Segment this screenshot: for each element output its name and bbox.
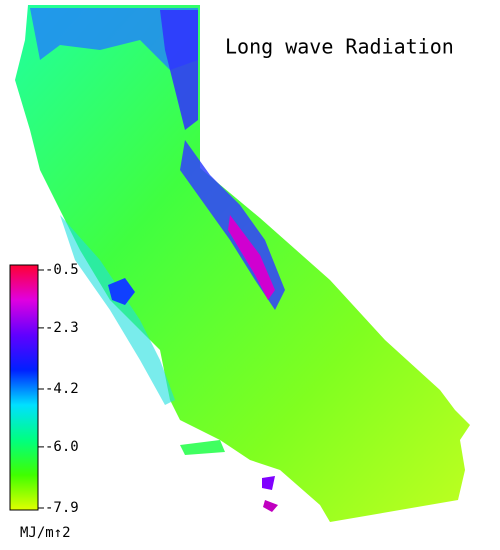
colorbar-tick-label: -7.9 xyxy=(45,500,79,516)
colorbar-tick-label: -6.0 xyxy=(45,439,79,455)
north-highland xyxy=(160,10,198,130)
california-land xyxy=(15,5,470,522)
colorbar-tick-label: -2.3 xyxy=(45,320,79,336)
island-3 xyxy=(263,500,278,512)
bay-area xyxy=(108,278,135,305)
coast-cyan xyxy=(60,215,175,405)
colorbar xyxy=(9,264,39,511)
island-1 xyxy=(180,440,225,455)
north-cold-region xyxy=(30,8,198,70)
island-2 xyxy=(262,476,275,490)
colorbar-tick-label: -4.2 xyxy=(45,381,79,397)
sierra-peaks xyxy=(228,215,275,300)
colorbar-unit: MJ/m↑2 xyxy=(20,525,71,541)
map-title: Long wave Radiation xyxy=(225,35,454,59)
colorbar-tick-label: -0.5 xyxy=(45,262,79,278)
